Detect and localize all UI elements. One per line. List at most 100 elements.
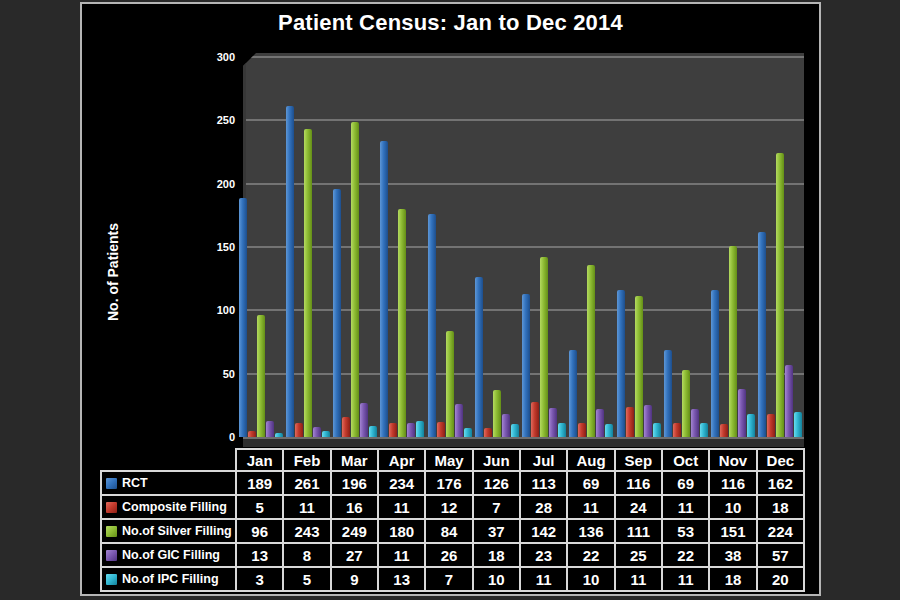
bar-group-jan	[237, 53, 284, 437]
bar	[428, 214, 436, 437]
value-cell: 126	[474, 472, 521, 496]
bar	[266, 421, 274, 437]
bar-group-jun	[473, 53, 520, 437]
bar	[617, 290, 625, 437]
bar-group-dec	[757, 53, 804, 437]
bar	[691, 409, 699, 437]
value-cell: 11	[616, 568, 663, 592]
value-cell: 22	[568, 544, 615, 568]
bar	[596, 409, 604, 437]
month-header-cell: Jul	[521, 448, 568, 472]
value-cell: 57	[758, 544, 805, 568]
value-cell: 142	[521, 520, 568, 544]
bar	[738, 389, 746, 437]
series-label-cell: No.of Silver Filling	[100, 520, 237, 544]
value-cell: 5	[237, 496, 284, 520]
value-cell: 12	[426, 496, 473, 520]
value-cell: 11	[379, 496, 426, 520]
bar	[286, 106, 294, 437]
value-cell: 116	[710, 472, 757, 496]
value-cell: 5	[284, 568, 331, 592]
month-header-cell: Dec	[758, 448, 805, 472]
bar	[635, 296, 643, 437]
y-tick-label: 0	[185, 430, 235, 444]
slide: Patient Census: Jan to Dec 2014 No. of P…	[80, 2, 821, 596]
series-label: Composite Filling	[122, 500, 227, 514]
y-tick-label: 100	[185, 303, 235, 317]
value-cell: 96	[237, 520, 284, 544]
y-axis-label: No. of Patients	[105, 172, 125, 372]
bar-group-nov	[710, 53, 757, 437]
value-cell: 8	[284, 544, 331, 568]
bar	[333, 189, 341, 437]
bar	[502, 414, 510, 437]
value-cell: 10	[568, 568, 615, 592]
value-cell: 249	[332, 520, 379, 544]
value-cell: 234	[379, 472, 426, 496]
series-label: No.of GIC Filling	[122, 548, 220, 562]
month-header-cell: Oct	[663, 448, 710, 472]
value-cell: 162	[758, 472, 805, 496]
bar	[626, 407, 634, 437]
bar	[653, 423, 661, 437]
value-cell: 111	[616, 520, 663, 544]
bar	[380, 141, 388, 437]
value-cell: 261	[284, 472, 331, 496]
series-label-cell: No.of GIC Filling	[100, 544, 237, 568]
value-cell: 25	[616, 544, 663, 568]
value-cell: 23	[521, 544, 568, 568]
value-cell: 116	[616, 472, 663, 496]
value-cell: 84	[426, 520, 473, 544]
value-cell: 11	[379, 544, 426, 568]
bar	[644, 405, 652, 437]
bar	[549, 408, 557, 437]
legend-swatch	[106, 550, 117, 561]
bar	[794, 412, 802, 437]
value-cell: 176	[426, 472, 473, 496]
bar	[437, 422, 445, 437]
month-header-cell: Nov	[710, 448, 757, 472]
bar	[398, 209, 406, 437]
value-cell: 24	[616, 496, 663, 520]
bar	[455, 404, 463, 437]
month-header-cell: Mar	[332, 448, 379, 472]
month-header-cell: Feb	[284, 448, 331, 472]
bar	[729, 246, 737, 437]
value-cell: 224	[758, 520, 805, 544]
bar	[304, 129, 312, 437]
value-cell: 243	[284, 520, 331, 544]
y-tick-label: 50	[185, 367, 235, 381]
bar	[767, 414, 775, 437]
value-cell: 20	[758, 568, 805, 592]
series-label-cell: Composite Filling	[100, 496, 237, 520]
value-cell: 9	[332, 568, 379, 592]
value-cell: 11	[663, 568, 710, 592]
data-table: JanFebMarAprMayJunJulAugSepOctNovDecRCT1…	[100, 448, 805, 592]
value-cell: 53	[663, 520, 710, 544]
value-cell: 10	[710, 496, 757, 520]
plot-floor	[243, 437, 804, 447]
value-cell: 11	[521, 568, 568, 592]
bar-group-jul	[521, 53, 568, 437]
bar	[558, 423, 566, 437]
bar	[531, 402, 539, 437]
month-header-cell: Aug	[568, 448, 615, 472]
bar-group-feb	[284, 53, 331, 437]
value-cell: 13	[237, 544, 284, 568]
value-cell: 3	[237, 568, 284, 592]
value-cell: 180	[379, 520, 426, 544]
legend-swatch	[106, 574, 117, 585]
value-cell: 69	[568, 472, 615, 496]
bar	[484, 428, 492, 437]
bar	[407, 423, 415, 437]
value-cell: 151	[710, 520, 757, 544]
chart-title: Patient Census: Jan to Dec 2014	[82, 10, 819, 36]
bar	[360, 403, 368, 437]
bar	[257, 315, 265, 437]
bar	[540, 257, 548, 437]
bar-group-mar	[332, 53, 379, 437]
value-cell: 11	[284, 496, 331, 520]
bar	[342, 417, 350, 437]
bar-series-area	[237, 53, 804, 437]
bar-group-apr	[379, 53, 426, 437]
